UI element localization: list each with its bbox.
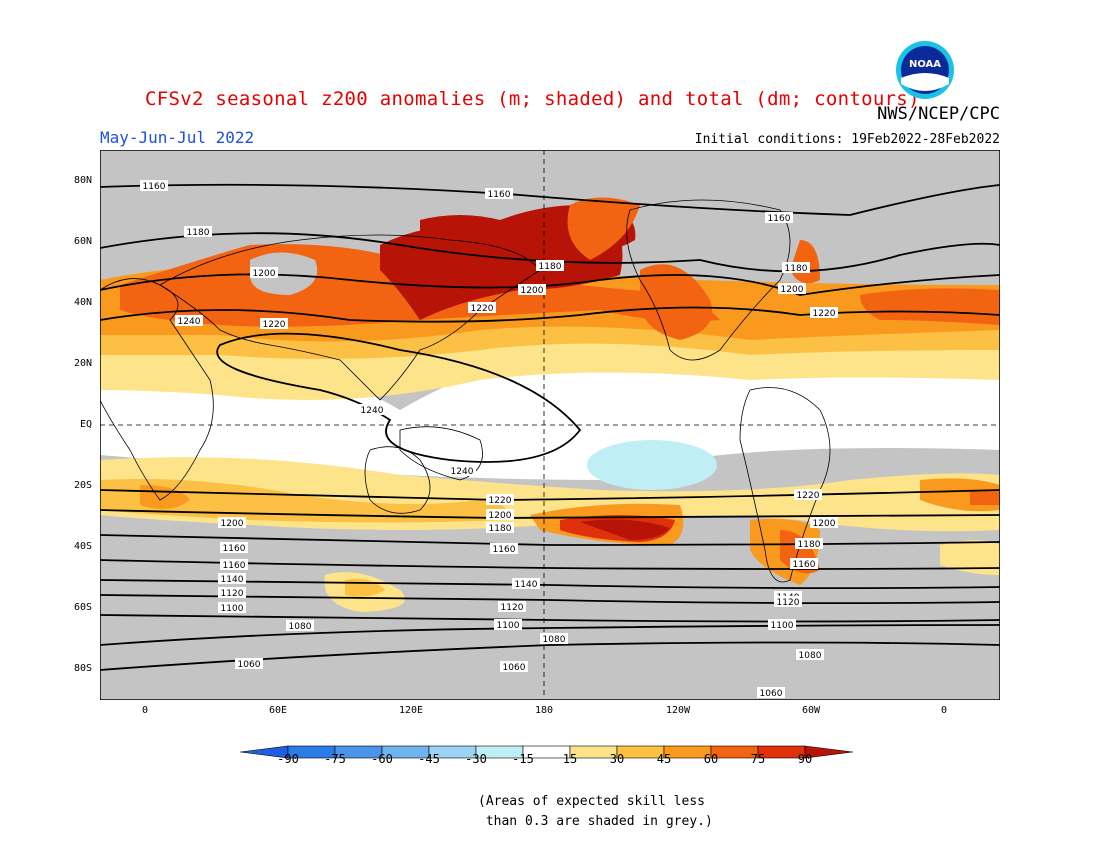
lon-label-180: 180 — [534, 705, 554, 716]
contour-label: 1060 — [503, 663, 526, 673]
colorbar-label: -45 — [418, 752, 440, 766]
season-label: May-Jun-Jul 2022 — [100, 128, 255, 147]
colorbar-label: -15 — [512, 752, 534, 766]
contour-label: 1240 — [451, 467, 474, 477]
colorbar-label: -75 — [324, 752, 346, 766]
colorbar-label: -90 — [277, 752, 299, 766]
contour-label: 1080 — [543, 635, 566, 645]
contour-label: 1200 — [253, 269, 276, 279]
colorbar-label: 75 — [750, 752, 766, 766]
lon-label-120e: 120E — [398, 705, 424, 716]
contour-label: 1180 — [798, 540, 821, 550]
map-title: CFSv2 seasonal z200 anomalies (m; shaded… — [145, 88, 920, 110]
grey-central-asia — [250, 252, 318, 295]
contour-label: 1220 — [489, 496, 512, 506]
contour-label: 1220 — [797, 491, 820, 501]
contour-label: 1160 — [488, 190, 511, 200]
colorbar-label: 30 — [609, 752, 625, 766]
colorbar-arrow-right — [804, 745, 854, 759]
colorbar-label: 15 — [562, 752, 578, 766]
contour-label: 1160 — [223, 561, 246, 571]
contour-label: 1080 — [799, 651, 822, 661]
coastlines — [100, 199, 831, 583]
colorbar-label: -60 — [371, 752, 393, 766]
contour-label: 1220 — [471, 304, 494, 314]
contour-label: 1100 — [771, 621, 794, 631]
initial-conditions-label: Initial conditions: 19Feb2022-28Feb2022 — [694, 132, 1000, 147]
skill-note: (Areas of expected skill less than 0.3 a… — [478, 794, 713, 829]
colorbar-label: -30 — [465, 752, 487, 766]
contour-label: 1200 — [781, 285, 804, 295]
lat-label-80n: 80N — [73, 175, 92, 186]
contour-label: 1180 — [539, 262, 562, 272]
contour-label: 1060 — [238, 660, 261, 670]
lon-label-120w: 120W — [665, 705, 691, 716]
lat-label-60s: 60S — [73, 602, 92, 613]
lat-label-20s: 20S — [73, 480, 92, 491]
contour-label: 1160 — [493, 545, 516, 555]
lat-label-20n: 20N — [73, 358, 92, 369]
lat-label-40s: 40S — [73, 541, 92, 552]
contour-label: 1200 — [813, 519, 836, 529]
lon-label-60w: 60W — [801, 705, 821, 716]
contour-label: 1180 — [785, 264, 808, 274]
contour-label: 1160 — [143, 182, 166, 192]
contour-label: 1120 — [221, 589, 244, 599]
contour-label: 1160 — [223, 544, 246, 554]
noaa-logo: NOAA — [895, 40, 955, 100]
contour-label: 1140 — [515, 580, 538, 590]
lon-label-60e: 60E — [268, 705, 288, 716]
contour-label: 1160 — [793, 560, 816, 570]
contour-label: 1180 — [489, 524, 512, 534]
colorbar-label: 90 — [797, 752, 813, 766]
colorbar — [240, 745, 854, 759]
agency-label: NWS/NCEP/CPC — [877, 104, 1000, 124]
lon-label-0: 0 — [141, 705, 149, 716]
colorbar-label: 60 — [703, 752, 719, 766]
lat-label-80s: 80S — [73, 663, 92, 674]
contour-label: 1220 — [263, 320, 286, 330]
contour-label: 1080 — [289, 622, 312, 632]
contour-label: 1200 — [221, 519, 244, 529]
blue-anomaly — [587, 440, 717, 490]
contour-label: 1240 — [178, 317, 201, 327]
contour-label: 1200 — [521, 286, 544, 296]
contour-label: 1180 — [187, 228, 210, 238]
contour-label: 1060 — [760, 689, 783, 699]
lat-label-60n: 60N — [73, 236, 92, 247]
lat-label-eq: EQ — [79, 419, 92, 430]
logo-text: NOAA — [909, 59, 941, 70]
contour-label: 1240 — [361, 406, 384, 416]
contour-label: 1220 — [813, 309, 836, 319]
lat-label-40n: 40N — [73, 297, 92, 308]
colorbar-label: 45 — [656, 752, 672, 766]
contour-label: 1120 — [777, 598, 800, 608]
contour-label: 1120 — [501, 603, 524, 613]
lon-label-0-east: 0 — [940, 705, 948, 716]
contour-label: 1200 — [489, 511, 512, 521]
contour-label: 1100 — [497, 621, 520, 631]
anomaly-map: 1160 1180 1200 1220 1240 1240 1240 1160 … — [100, 150, 1000, 700]
contour-label: 1160 — [768, 214, 791, 224]
contour-label: 1140 — [221, 575, 244, 585]
contour-label: 1100 — [221, 604, 244, 614]
contour-label-group: 1160 1180 1200 1220 1240 1240 1240 1160 … — [140, 180, 838, 699]
